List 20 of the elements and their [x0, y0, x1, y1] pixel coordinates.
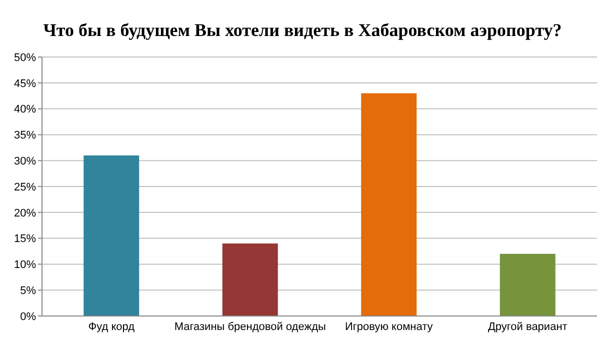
y-tick-label: 10%	[14, 259, 36, 272]
bar	[222, 243, 278, 316]
chart-title: Что бы в будущем Вы хотели видеть в Хабаровском аэропорту?	[43, 20, 562, 40]
bar	[84, 155, 140, 316]
y-tick-label: 5%	[20, 284, 36, 297]
y-tick-label: 35%	[14, 130, 36, 142]
y-tick-label: 40%	[14, 104, 36, 116]
bar	[361, 93, 417, 316]
y-tick-label: 15%	[14, 233, 36, 246]
bar	[500, 254, 556, 316]
x-tick-label: Фуд корд	[88, 321, 136, 333]
y-tick-label: 50%	[14, 52, 36, 64]
x-tick-label: Игровую комнату	[344, 321, 434, 333]
x-tick-label: Другой вариант	[488, 321, 568, 333]
y-tick-label: 25%	[14, 181, 36, 194]
y-tick-label: 45%	[14, 78, 36, 90]
y-tick-label: 0%	[20, 310, 36, 323]
y-tick-label: 20%	[14, 207, 36, 220]
x-tick-label: Магазины брендовой одежды	[174, 321, 326, 333]
y-tick-label: 30%	[14, 155, 36, 168]
